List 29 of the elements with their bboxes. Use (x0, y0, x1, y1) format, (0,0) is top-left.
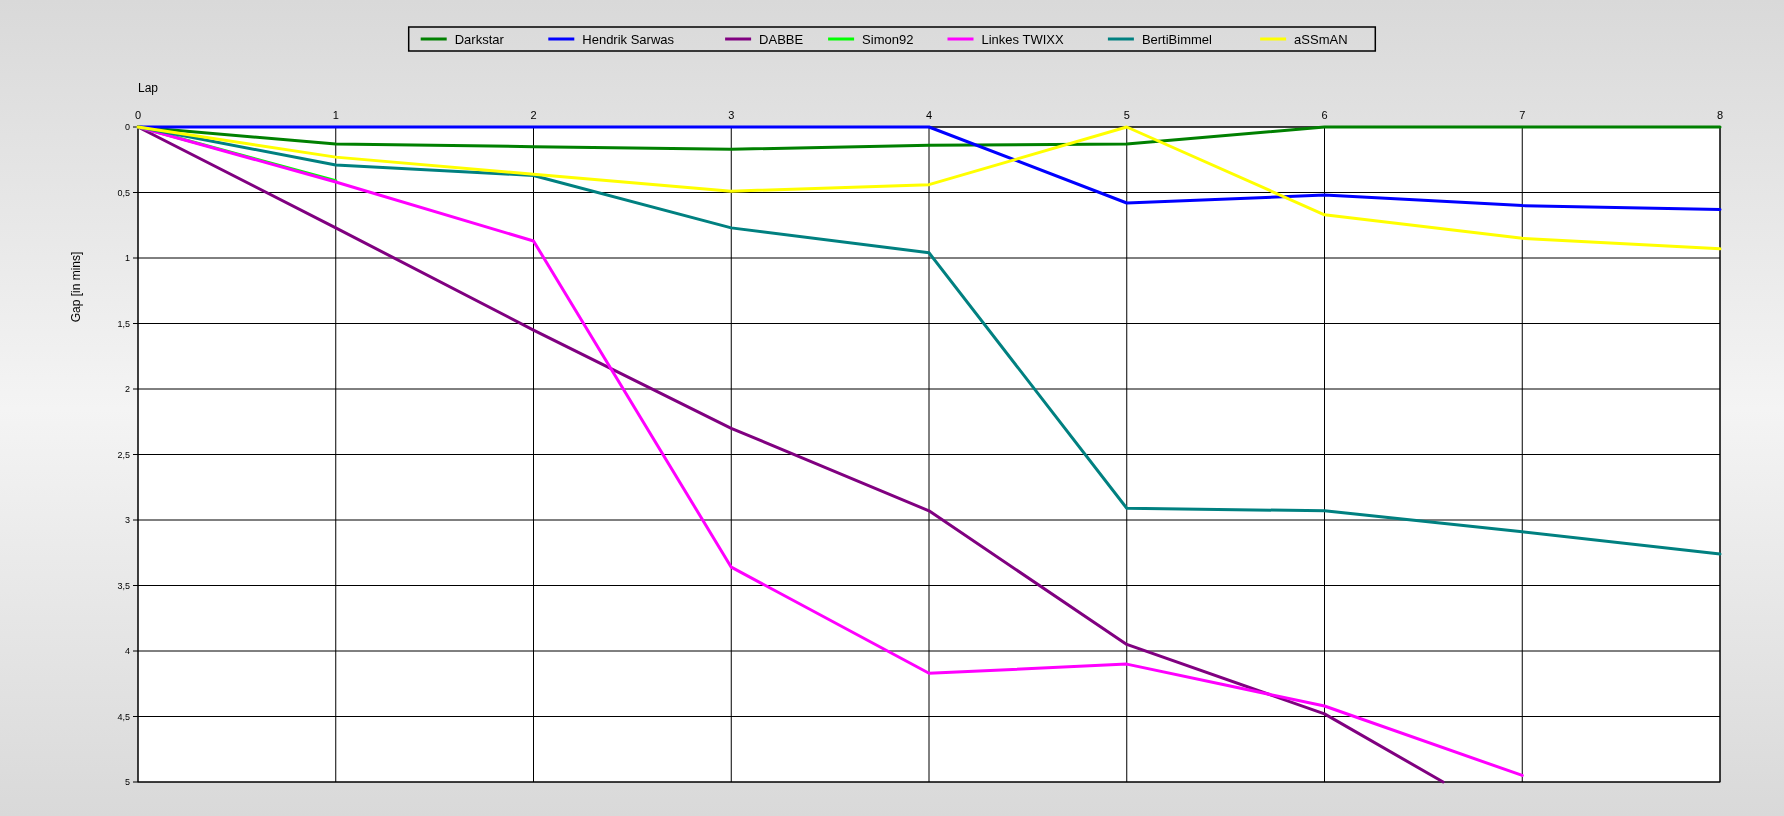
x-tick-label: 8 (1716, 109, 1724, 121)
x-tick-label: 3 (728, 109, 735, 121)
legend-label: Darkstar (454, 31, 505, 47)
y-tick-label: 2 (124, 384, 130, 395)
y-tick-label: 1 (124, 253, 130, 264)
x-tick-label: 2 (530, 109, 537, 121)
legend-label: Simon92 (862, 31, 914, 47)
x-tick-label: 5 (1123, 109, 1130, 121)
legend-label: BertiBimmel (1141, 31, 1213, 47)
legend-label: DABBE (759, 31, 804, 47)
x-axis-title: Lap (138, 81, 159, 95)
y-tick-label: 1,5 (117, 318, 130, 329)
y-tick-label: 4 (124, 646, 130, 657)
y-tick-label: 3,5 (117, 580, 130, 591)
x-tick-label: 4 (925, 109, 933, 121)
y-tick-label: 5 (124, 777, 130, 788)
legend-label: aSSmAN (1294, 31, 1348, 47)
y-tick-label: 2,5 (117, 449, 130, 460)
y-tick-label: 0 (124, 122, 130, 133)
x-tick-label: 1 (332, 109, 339, 121)
x-tick-label: 6 (1321, 109, 1328, 121)
y-tick-label: 0,5 (117, 187, 130, 198)
y-tick-label: 4,5 (117, 711, 130, 722)
legend-label: Hendrik Sarwas (582, 31, 675, 47)
y-axis-title: Gap [in mins] (69, 251, 83, 323)
y-tick-label: 3 (124, 515, 130, 526)
x-tick-label: 7 (1519, 109, 1526, 121)
legend-label: Linkes TWIXX (981, 31, 1064, 47)
x-tick-label: 0 (134, 109, 142, 121)
